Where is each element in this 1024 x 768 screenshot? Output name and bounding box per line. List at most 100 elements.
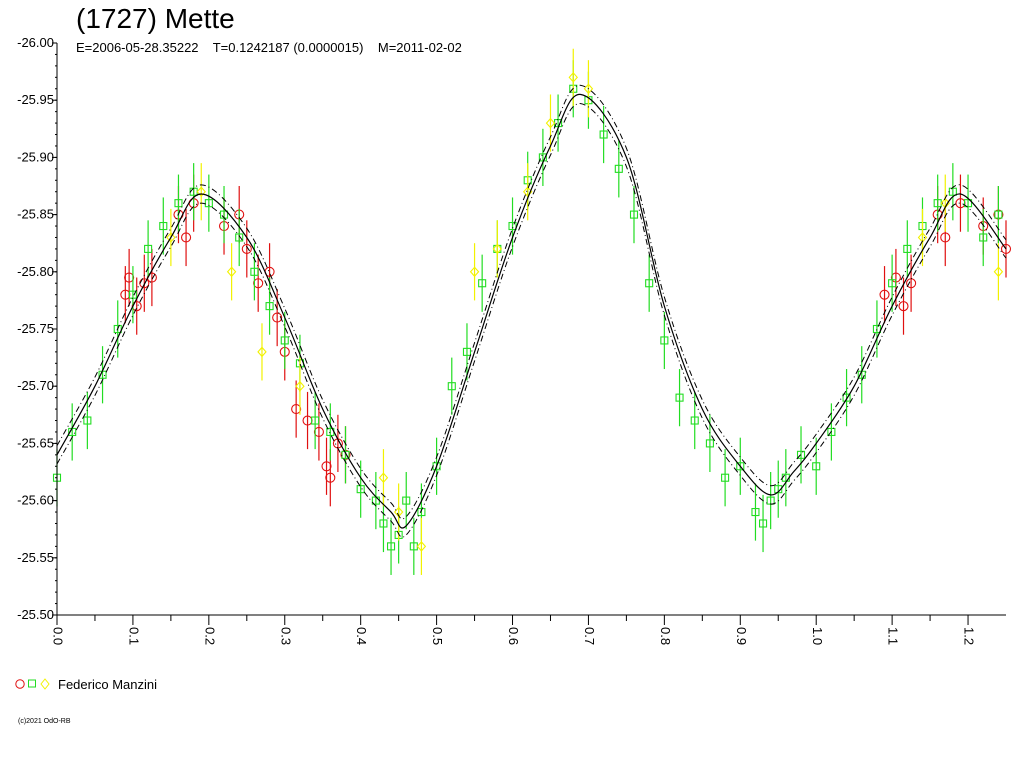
data-point-circle: [1000, 243, 1012, 254]
data-point-square: [311, 416, 320, 425]
data-point-square: [250, 267, 259, 276]
legend-circle-marker: [15, 679, 25, 689]
data-point-square: [447, 382, 456, 391]
y-tick-label: -25.90: [17, 149, 54, 164]
x-tick-label: 1.0: [810, 627, 825, 645]
x-tick-label: 0.0: [51, 627, 66, 645]
legend: Federico Manzini: [14, 675, 157, 693]
data-point-square: [386, 542, 396, 551]
legend-markers: [15, 678, 50, 690]
legend-diamond-marker: [40, 678, 50, 690]
data-point-square: [979, 233, 988, 242]
data-point-circle: [313, 426, 324, 438]
legend-observer-name: Federico Manzini: [58, 676, 157, 692]
x-tick-label: 0.1: [126, 627, 141, 645]
x-tick-label: 1.2: [962, 627, 977, 645]
data-point-square: [341, 450, 350, 459]
data-point-square: [356, 485, 365, 494]
data-point-square: [144, 244, 153, 253]
x-tick-label: 0.3: [278, 627, 293, 645]
y-tick-label: -25.70: [17, 378, 54, 393]
chart-title: (1727) Mette: [76, 3, 235, 34]
ephemeris-params: E=2006-05-28.35222 T=0.1242187 (0.000001…: [76, 40, 462, 55]
data-point-circle: [325, 472, 336, 483]
data-point-square: [235, 233, 244, 242]
data-point-square: [478, 279, 487, 288]
x-tick-label: 0.8: [658, 627, 673, 645]
copyright-note: (c)2021 OdO-RB: [18, 718, 71, 725]
data-point-square: [614, 164, 623, 173]
data-point-circle: [321, 461, 332, 472]
data-point-square: [963, 199, 973, 208]
data-point-square: [265, 302, 274, 311]
legend-square-marker: [28, 679, 36, 688]
data-point-circle: [241, 243, 252, 254]
data-point-square: [774, 485, 783, 494]
data-point-circle: [940, 232, 951, 243]
data-point-diamond: [257, 346, 267, 358]
data-point-diamond: [993, 266, 1004, 278]
data-point-square: [417, 507, 426, 517]
y-tick-label: -25.75: [17, 321, 54, 336]
data-point-square: [462, 347, 472, 356]
series-layer: [52, 48, 1012, 575]
fit-curve: [56, 93, 1007, 529]
data-point-diamond: [166, 232, 176, 243]
data-point-square: [508, 221, 517, 231]
data-point-diamond: [196, 186, 206, 198]
data-point-circle: [291, 404, 302, 415]
x-tick-label: 1.1: [886, 627, 901, 645]
data-point-square: [736, 462, 745, 471]
data-point-diamond: [568, 71, 578, 83]
data-point-circle: [131, 301, 142, 312]
data-point-square: [402, 496, 411, 505]
data-point-square: [379, 519, 388, 528]
data-point-diamond: [295, 380, 305, 392]
data-point-square: [827, 427, 836, 437]
x-tick-label: 0.5: [430, 627, 445, 645]
data-point-square: [759, 519, 768, 528]
x-tick-label: 0.7: [582, 627, 597, 645]
y-tick-label: -25.60: [17, 493, 54, 508]
data-point-circle: [181, 232, 192, 243]
data-point-diamond: [492, 243, 503, 255]
y-tick-label: -26.00: [17, 35, 54, 50]
data-point-diamond: [416, 541, 427, 552]
data-point-square: [903, 244, 912, 253]
y-tick-label: -25.85: [17, 207, 54, 222]
data-point-square: [721, 473, 730, 482]
x-tick-label: 0.9: [734, 627, 749, 645]
data-point-square: [204, 199, 213, 208]
data-point-square: [645, 279, 654, 288]
x-tick-label: 0.4: [354, 627, 369, 645]
x-tick-label: 0.2: [202, 627, 217, 645]
data-point-circle: [906, 278, 917, 289]
data-point-square: [660, 336, 669, 345]
data-point-square: [872, 324, 881, 334]
data-point-square: [599, 130, 608, 139]
data-point-circle: [253, 278, 264, 289]
data-point-diamond: [226, 266, 237, 278]
data-point-circle: [272, 312, 283, 323]
data-point-circle: [124, 272, 135, 283]
y-tick-label: -25.65: [17, 435, 54, 450]
data-point-diamond: [545, 117, 556, 129]
data-point-circle: [879, 289, 890, 300]
y-tick-label: -25.50: [17, 607, 54, 622]
data-point-square: [842, 393, 851, 402]
fit-curve-layer: [56, 84, 1007, 538]
data-point-circle: [898, 301, 909, 312]
data-point-diamond: [378, 472, 389, 484]
data-point-square: [994, 210, 1003, 219]
data-point-square: [174, 199, 183, 208]
data-point-square: [159, 221, 168, 231]
data-point-diamond: [583, 83, 594, 95]
data-point-square: [83, 416, 92, 425]
y-tick-label: -25.95: [17, 92, 54, 107]
fit-upper-bound: [56, 103, 1007, 538]
axes-layer: -26.00 -25.95 -25.90 -25.85 -25.80 -25.75 -25.…: [17, 35, 1006, 645]
data-point-square: [690, 416, 699, 425]
data-point-square: [751, 507, 760, 517]
data-point-square: [280, 336, 289, 345]
